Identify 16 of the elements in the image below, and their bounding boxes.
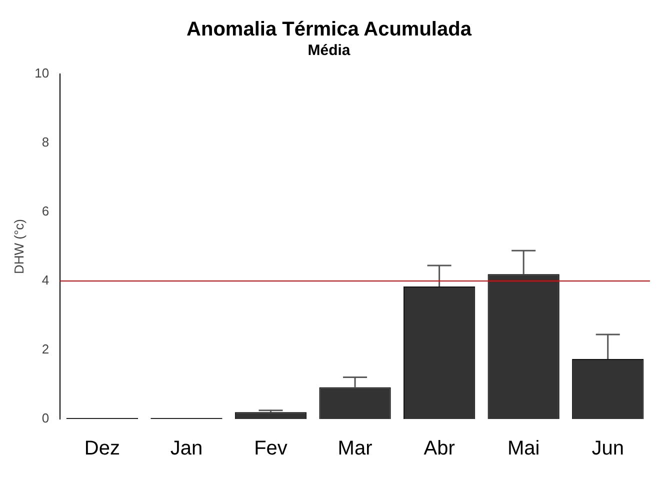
x-tick-label: Mai (507, 438, 540, 460)
x-tick-label: Jan (170, 438, 203, 460)
y-tick-label: 10 (34, 66, 50, 81)
x-tick-label: Abr (424, 438, 456, 460)
y-tick-label: 4 (42, 272, 50, 288)
y-tick-label: 6 (42, 204, 50, 219)
chart-title: Anomalia Térmica Acumulada (186, 18, 472, 41)
y-axis-title: DHW (°c) (11, 218, 26, 274)
chart-subtitle: Média (308, 42, 351, 60)
y-tick-label: 2 (42, 342, 50, 357)
x-tick-label: Dez (84, 438, 120, 460)
y-tick-label: 8 (42, 134, 50, 150)
x-tick-label: Mar (338, 438, 373, 460)
x-tick-label: Fev (254, 438, 288, 460)
x-tick-label: Jun (592, 438, 624, 460)
y-tick-label: 0 (42, 410, 50, 426)
